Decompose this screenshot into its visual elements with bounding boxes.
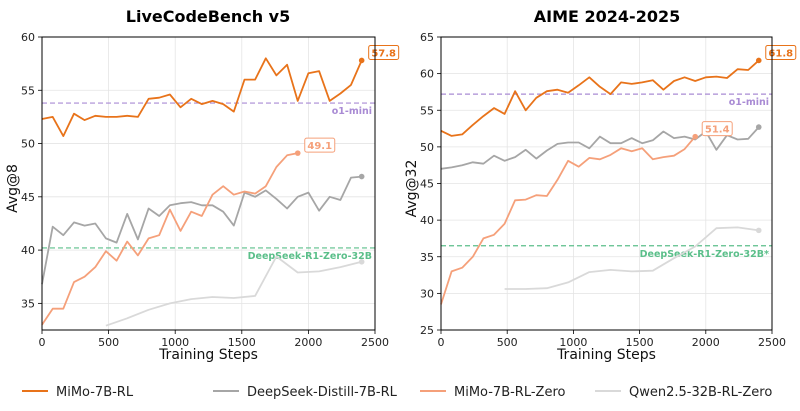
series-end-point <box>358 173 365 180</box>
series-line <box>41 152 298 326</box>
legend-label: DeepSeek-Distill-7B-RL <box>247 385 398 400</box>
series-end-point <box>692 133 699 140</box>
y-axis-label: Avg@8 <box>5 164 21 213</box>
y-tick-label: 35 <box>21 297 35 310</box>
x-tick-label: 1500 <box>626 336 654 349</box>
end-value-label: 57.8 <box>371 48 396 59</box>
x-tick-label: 1500 <box>228 336 256 349</box>
end-value-label: 51.4 <box>705 125 730 136</box>
end-value-box <box>765 44 797 60</box>
y-tick-label: 60 <box>21 31 35 44</box>
chart-panel-livecodebench: LiveCodeBench v5 0 500 1000 1500 2000 2500 35 40… <box>5 7 400 363</box>
x-axis-label: Training Steps <box>556 347 656 363</box>
y-tick-label: 65 <box>420 31 434 44</box>
y-axis-label: Avg@32 <box>404 160 420 218</box>
series-line <box>440 59 760 137</box>
series-line <box>504 226 759 290</box>
y-tick-label: 30 <box>420 287 434 300</box>
y-tick-label: 25 <box>420 324 434 337</box>
x-tick-label: 2500 <box>361 336 389 349</box>
x-axis-label: Training Steps <box>158 347 258 363</box>
y-tick-label: 50 <box>21 138 35 151</box>
reference-line-label: o1-mini <box>729 97 769 108</box>
series-end-point <box>755 57 762 64</box>
legend-label: Qwen2.5-32B-RL-Zero <box>629 385 772 400</box>
series-line <box>105 255 362 327</box>
end-value-box <box>304 137 336 153</box>
plot-frame <box>440 36 773 331</box>
legend-label: MiMo-7B-RL-Zero <box>454 385 566 400</box>
x-tick-label: 2000 <box>294 336 322 349</box>
x-tick-label: 1000 <box>559 336 587 349</box>
series-line <box>440 136 696 305</box>
y-tick-label: 55 <box>21 84 35 97</box>
plot-frame <box>41 36 376 331</box>
series-end-point <box>755 227 762 234</box>
series-end-point <box>755 124 762 130</box>
y-tick-label: 45 <box>21 191 35 204</box>
y-tick-label: 40 <box>21 244 35 257</box>
y-tick-label: 60 <box>420 68 434 81</box>
x-tick-label: 2000 <box>692 336 720 349</box>
x-tick-label: 2500 <box>758 336 786 349</box>
y-tick-label: 40 <box>420 214 434 227</box>
series-end-point <box>358 57 365 64</box>
end-value-box <box>701 121 733 137</box>
legend-label: MiMo-7B-RL <box>56 385 134 400</box>
y-tick-label: 50 <box>420 141 434 154</box>
x-tick-label: 1000 <box>161 336 189 349</box>
chart-panel-aime: AIME 2024-2025 0 500 1000 1500 2000 2500 25 30 35… <box>404 7 797 363</box>
y-tick-label: 35 <box>420 251 434 264</box>
end-value-box <box>368 44 400 60</box>
x-tick-label: 0 <box>39 336 46 349</box>
legend: MiMo-7B-RL DeepSeek-Distill-7B-RL MiMo-7B-… <box>22 385 772 400</box>
reference-line-label: o1-mini <box>332 106 372 117</box>
x-tick-label: 0 <box>438 336 445 349</box>
y-tick-label: 45 <box>420 178 434 191</box>
y-tick-label: 55 <box>420 104 434 117</box>
end-value-label: 61.8 <box>768 48 793 59</box>
reference-line-label: DeepSeek-R1-Zero-32B* <box>640 249 769 260</box>
series-line <box>41 57 363 138</box>
x-tick-label: 500 <box>98 336 119 349</box>
chart-title: LiveCodeBench v5 <box>126 7 290 26</box>
chart-title: AIME 2024-2025 <box>534 7 680 26</box>
series-end-point <box>294 150 301 156</box>
series-line <box>41 175 362 285</box>
end-value-label: 49.1 <box>307 141 332 152</box>
reference-line-label: DeepSeek-R1-Zero-32B <box>248 251 372 262</box>
x-tick-label: 500 <box>497 336 518 349</box>
series-end-point <box>358 259 365 265</box>
